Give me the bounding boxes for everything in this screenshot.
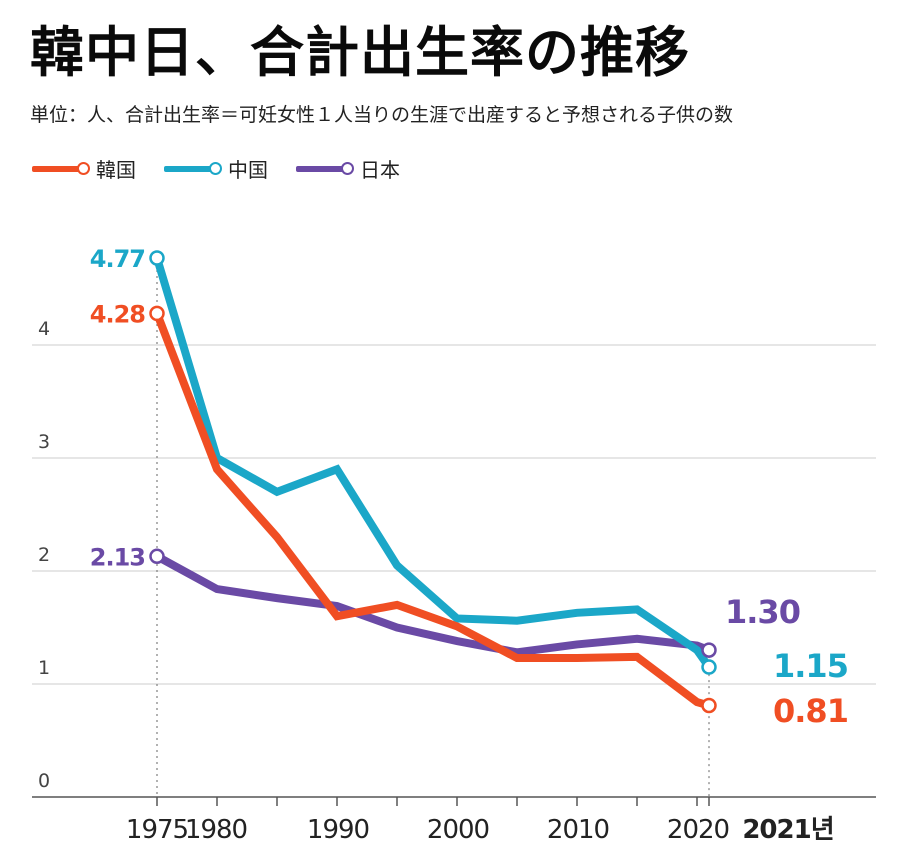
series-lines xyxy=(153,256,713,710)
legend-item-korea: 韓国 xyxy=(32,154,136,183)
legend-item-japan: 日本 xyxy=(296,154,400,183)
series-line-中国 xyxy=(153,256,713,670)
data-point-韓国 xyxy=(701,697,717,714)
legend-item-china: 中国 xyxy=(164,154,268,183)
data-labels: 4.77 4.28 2.13 1.30 1.15 0.81 xyxy=(90,245,849,730)
data-point-日本 xyxy=(701,642,717,658)
x-tick-label: 1975 xyxy=(126,815,188,845)
legend-swatch-korea xyxy=(32,161,90,176)
data-point-韓国 xyxy=(149,305,165,322)
data-label-end: 0.81 xyxy=(773,692,848,730)
data-label-start: 2.13 xyxy=(90,543,145,571)
legend-label-japan: 日本 xyxy=(360,158,400,182)
series-line-日本 xyxy=(155,552,711,657)
data-point-中国 xyxy=(701,659,717,675)
legend: 韓国 中国 日本 xyxy=(32,154,400,183)
series-line-韓国 xyxy=(153,311,711,710)
data-label-end: 1.15 xyxy=(773,647,848,685)
series-markers xyxy=(149,250,717,714)
x-tick-label: 1990 xyxy=(307,815,369,845)
data-point-日本 xyxy=(149,548,165,565)
legend-label-china: 中国 xyxy=(228,158,268,182)
x-tick-label: 2020 xyxy=(667,815,729,845)
legend-swatch-japan xyxy=(296,161,354,176)
legend-label-korea: 韓国 xyxy=(96,158,136,182)
y-tick-labels: 0 1 2 3 4 xyxy=(38,318,50,792)
gridlines xyxy=(32,344,876,798)
x-tick-label: 1980 xyxy=(185,815,247,845)
data-label-end: 1.30 xyxy=(725,593,800,631)
chart-subtitle: 単位：人、合計出生率＝可妊女性１人当りの生涯で出産すると予想される子供の数 xyxy=(30,104,734,126)
x-tick-label: 2021년 xyxy=(742,815,833,845)
legend-swatch-china xyxy=(164,161,222,176)
y-tick-label: 0 xyxy=(38,770,50,792)
x-tick-label: 2010 xyxy=(547,815,609,845)
chart-title: 韓中日、合計出生率の推移 xyxy=(30,21,690,84)
data-label-start: 4.77 xyxy=(90,245,145,273)
x-tick-label: 2000 xyxy=(427,815,489,845)
y-tick-label: 3 xyxy=(38,431,50,453)
y-tick-label: 4 xyxy=(38,318,50,340)
data-point-中国 xyxy=(149,250,165,266)
y-tick-label: 1 xyxy=(38,657,50,679)
y-tick-label: 2 xyxy=(38,544,50,566)
data-label-start: 4.28 xyxy=(90,300,146,328)
